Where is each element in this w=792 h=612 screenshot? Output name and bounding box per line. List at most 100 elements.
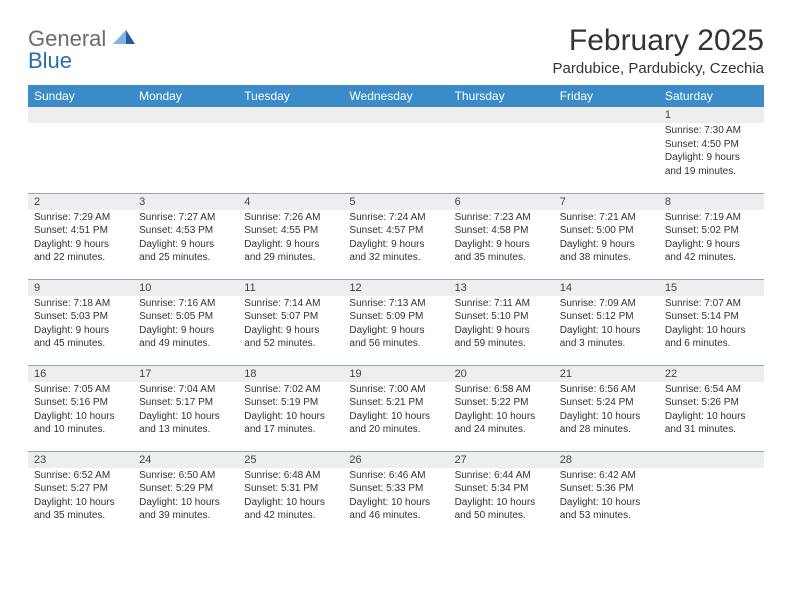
day-header: Sunday: [28, 85, 133, 107]
day-number: [659, 452, 764, 468]
day-number: 6: [449, 194, 554, 210]
sunrise-line: Sunrise: 7:13 AM: [349, 297, 442, 311]
calendar-day-cell: 24Sunrise: 6:50 AMSunset: 5:29 PMDayligh…: [133, 451, 238, 537]
day-details: Sunrise: 6:54 AMSunset: 5:26 PMDaylight:…: [659, 382, 764, 440]
day-details: Sunrise: 7:16 AMSunset: 5:05 PMDaylight:…: [133, 296, 238, 354]
sunset-line: Sunset: 4:51 PM: [34, 224, 127, 238]
day-number: 24: [133, 452, 238, 468]
calendar-day-cell: 16Sunrise: 7:05 AMSunset: 5:16 PMDayligh…: [28, 365, 133, 451]
calendar-body: 1Sunrise: 7:30 AMSunset: 4:50 PMDaylight…: [28, 107, 764, 537]
sunset-line: Sunset: 5:16 PM: [34, 396, 127, 410]
sunrise-line: Sunrise: 6:48 AM: [244, 469, 337, 483]
sunrise-line: Sunrise: 7:26 AM: [244, 211, 337, 225]
calendar-day-cell: 25Sunrise: 6:48 AMSunset: 5:31 PMDayligh…: [238, 451, 343, 537]
sunset-line: Sunset: 5:12 PM: [560, 310, 653, 324]
calendar-page: General Blue February 2025 Pardubice, Pa…: [0, 0, 792, 547]
calendar-day-cell: [554, 107, 659, 193]
sunset-line: Sunset: 5:26 PM: [665, 396, 758, 410]
daylight-line: Daylight: 10 hours and 20 minutes.: [349, 410, 442, 437]
day-number: 23: [28, 452, 133, 468]
sunset-line: Sunset: 4:58 PM: [455, 224, 548, 238]
calendar-day-cell: [449, 107, 554, 193]
calendar-day-cell: [343, 107, 448, 193]
sunset-line: Sunset: 5:33 PM: [349, 482, 442, 496]
day-details: Sunrise: 7:07 AMSunset: 5:14 PMDaylight:…: [659, 296, 764, 354]
calendar-day-cell: 19Sunrise: 7:00 AMSunset: 5:21 PMDayligh…: [343, 365, 448, 451]
sunset-line: Sunset: 4:50 PM: [665, 138, 758, 152]
sunset-line: Sunset: 5:34 PM: [455, 482, 548, 496]
sunrise-line: Sunrise: 6:52 AM: [34, 469, 127, 483]
calendar-day-cell: 10Sunrise: 7:16 AMSunset: 5:05 PMDayligh…: [133, 279, 238, 365]
daylight-line: Daylight: 9 hours and 29 minutes.: [244, 238, 337, 265]
calendar-day-cell: 2Sunrise: 7:29 AMSunset: 4:51 PMDaylight…: [28, 193, 133, 279]
day-number: [28, 107, 133, 123]
sunrise-line: Sunrise: 6:46 AM: [349, 469, 442, 483]
day-details: [554, 123, 659, 127]
sunrise-line: Sunrise: 7:00 AM: [349, 383, 442, 397]
day-details: Sunrise: 6:56 AMSunset: 5:24 PMDaylight:…: [554, 382, 659, 440]
daylight-line: Daylight: 10 hours and 3 minutes.: [560, 324, 653, 351]
daylight-line: Daylight: 9 hours and 42 minutes.: [665, 238, 758, 265]
day-number: [343, 107, 448, 123]
sunrise-line: Sunrise: 7:29 AM: [34, 211, 127, 225]
day-details: Sunrise: 7:29 AMSunset: 4:51 PMDaylight:…: [28, 210, 133, 268]
daylight-line: Daylight: 10 hours and 24 minutes.: [455, 410, 548, 437]
sunset-line: Sunset: 4:57 PM: [349, 224, 442, 238]
calendar-day-cell: 20Sunrise: 6:58 AMSunset: 5:22 PMDayligh…: [449, 365, 554, 451]
sunrise-line: Sunrise: 7:21 AM: [560, 211, 653, 225]
brand-logo: General Blue: [28, 28, 135, 72]
sunset-line: Sunset: 5:00 PM: [560, 224, 653, 238]
day-number: 17: [133, 366, 238, 382]
sunrise-line: Sunrise: 6:44 AM: [455, 469, 548, 483]
day-number: [238, 107, 343, 123]
day-header: Wednesday: [343, 85, 448, 107]
daylight-line: Daylight: 9 hours and 25 minutes.: [139, 238, 232, 265]
daylight-line: Daylight: 9 hours and 22 minutes.: [34, 238, 127, 265]
sunrise-line: Sunrise: 7:11 AM: [455, 297, 548, 311]
calendar-day-cell: 4Sunrise: 7:26 AMSunset: 4:55 PMDaylight…: [238, 193, 343, 279]
day-number: 12: [343, 280, 448, 296]
daylight-line: Daylight: 9 hours and 19 minutes.: [665, 151, 758, 178]
sunrise-line: Sunrise: 6:50 AM: [139, 469, 232, 483]
calendar-day-cell: 3Sunrise: 7:27 AMSunset: 4:53 PMDaylight…: [133, 193, 238, 279]
daylight-line: Daylight: 10 hours and 42 minutes.: [244, 496, 337, 523]
day-number: 9: [28, 280, 133, 296]
sunrise-line: Sunrise: 7:30 AM: [665, 124, 758, 138]
day-number: 1: [659, 107, 764, 123]
sunset-line: Sunset: 4:55 PM: [244, 224, 337, 238]
location-text: Pardubice, Pardubicky, Czechia: [553, 60, 765, 77]
daylight-line: Daylight: 9 hours and 38 minutes.: [560, 238, 653, 265]
sunset-line: Sunset: 5:36 PM: [560, 482, 653, 496]
day-details: Sunrise: 7:13 AMSunset: 5:09 PMDaylight:…: [343, 296, 448, 354]
day-number: 5: [343, 194, 448, 210]
calendar-day-cell: 27Sunrise: 6:44 AMSunset: 5:34 PMDayligh…: [449, 451, 554, 537]
sunset-line: Sunset: 5:21 PM: [349, 396, 442, 410]
day-number: 8: [659, 194, 764, 210]
calendar-day-cell: 28Sunrise: 6:42 AMSunset: 5:36 PMDayligh…: [554, 451, 659, 537]
calendar-day-cell: [133, 107, 238, 193]
calendar-day-cell: 21Sunrise: 6:56 AMSunset: 5:24 PMDayligh…: [554, 365, 659, 451]
day-details: [659, 468, 764, 472]
daylight-line: Daylight: 10 hours and 17 minutes.: [244, 410, 337, 437]
day-details: Sunrise: 6:50 AMSunset: 5:29 PMDaylight:…: [133, 468, 238, 526]
day-details: Sunrise: 6:44 AMSunset: 5:34 PMDaylight:…: [449, 468, 554, 526]
day-number: 25: [238, 452, 343, 468]
day-header: Thursday: [449, 85, 554, 107]
day-number: 13: [449, 280, 554, 296]
day-details: [238, 123, 343, 127]
sunset-line: Sunset: 5:29 PM: [139, 482, 232, 496]
sunset-line: Sunset: 5:31 PM: [244, 482, 337, 496]
brand-text: General Blue: [28, 28, 135, 72]
calendar-day-cell: [659, 451, 764, 537]
daylight-line: Daylight: 10 hours and 53 minutes.: [560, 496, 653, 523]
daylight-line: Daylight: 10 hours and 31 minutes.: [665, 410, 758, 437]
day-header: Friday: [554, 85, 659, 107]
day-details: [449, 123, 554, 127]
sunset-line: Sunset: 5:19 PM: [244, 396, 337, 410]
day-details: Sunrise: 6:52 AMSunset: 5:27 PMDaylight:…: [28, 468, 133, 526]
sunrise-line: Sunrise: 7:24 AM: [349, 211, 442, 225]
calendar-day-cell: 18Sunrise: 7:02 AMSunset: 5:19 PMDayligh…: [238, 365, 343, 451]
daylight-line: Daylight: 9 hours and 56 minutes.: [349, 324, 442, 351]
sunrise-line: Sunrise: 7:05 AM: [34, 383, 127, 397]
day-details: Sunrise: 7:00 AMSunset: 5:21 PMDaylight:…: [343, 382, 448, 440]
